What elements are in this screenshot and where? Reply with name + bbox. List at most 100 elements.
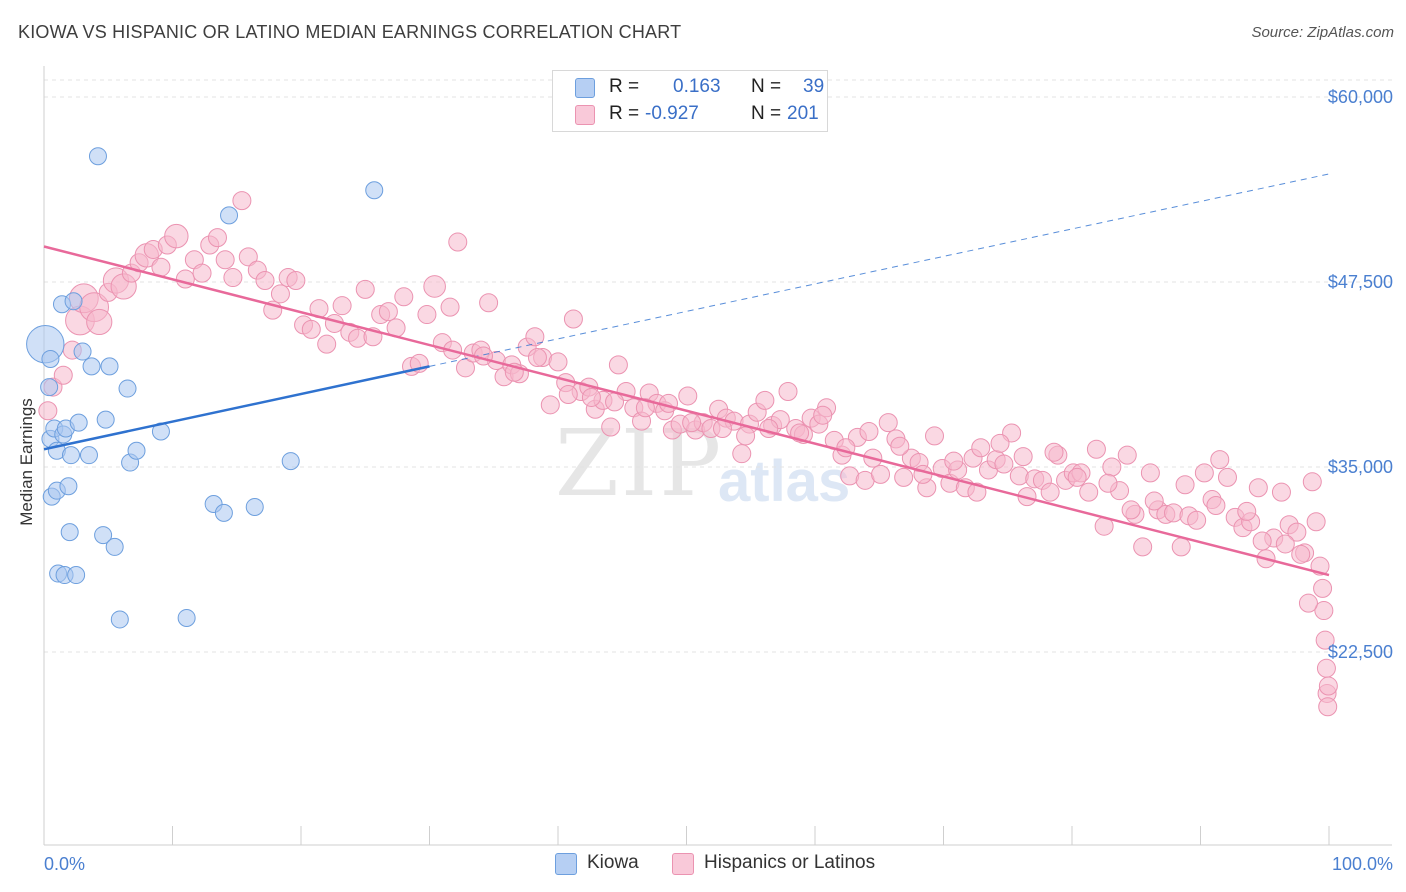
kiowa-point [365, 181, 384, 200]
hispanic-point [1067, 467, 1087, 487]
hispanic-point [755, 390, 775, 410]
hispanic-point [1252, 531, 1272, 551]
y-tick-label: $47,500 [1328, 272, 1393, 292]
hispanic-point [1206, 495, 1226, 515]
hispanic-point [1040, 482, 1060, 502]
hispanic-point [813, 405, 833, 425]
kiowa-point [82, 357, 101, 376]
hispanic-point [581, 387, 601, 407]
hispanic-point [38, 401, 58, 421]
hispanic-point [1302, 472, 1322, 492]
kiowa-r-label: R = [609, 76, 640, 97]
hispanic-point [1187, 510, 1207, 530]
hispanic-point [1079, 482, 1099, 502]
hispanic-n-label: N = [751, 103, 782, 124]
kiowa-trend-line [43, 365, 430, 451]
source-credit: Source: ZipAtlas.com [1251, 24, 1394, 41]
kiowa-points [26, 147, 384, 629]
hispanic-point [270, 284, 290, 304]
hispanic-point [223, 268, 243, 288]
hispanic-point [1318, 697, 1338, 717]
hispanic-point [1315, 630, 1335, 650]
kiowa-point [69, 413, 88, 432]
hispanic-point [378, 302, 398, 322]
hispanic-point [53, 365, 73, 385]
kiowa-n-label: N = [751, 76, 782, 97]
gridlines [44, 79, 1392, 653]
hispanic-r-value: -0.927 [645, 103, 699, 124]
hispanic-point [394, 287, 414, 307]
hispanic-point [548, 352, 568, 372]
hispanic-point [871, 464, 891, 484]
kiowa-point [79, 446, 98, 465]
hispanic-point [1121, 500, 1141, 520]
kiowa-r-value: 0.163 [673, 76, 721, 97]
hispanic-point [635, 398, 655, 418]
hispanic-point [894, 467, 914, 487]
hispanic-point [1217, 467, 1237, 487]
kiowa-point [245, 497, 264, 516]
hispanic-point [732, 444, 752, 464]
hispanic-point [1086, 439, 1106, 459]
y-axis-label: Median Earnings [17, 398, 36, 526]
hispanic-point [215, 250, 235, 270]
hispanic-point [1171, 537, 1191, 557]
kiowa-point [220, 206, 239, 225]
y-tick-label: $35,000 [1328, 457, 1393, 477]
hispanic-point [1271, 482, 1291, 502]
kiowa-point [281, 452, 300, 471]
hispanic-point [678, 386, 698, 406]
hispanic-point [682, 413, 702, 433]
hispanic-point [207, 228, 227, 248]
kiowa-point [67, 566, 86, 585]
hispanic-point [925, 426, 945, 446]
kiowa-point [60, 523, 79, 542]
hispanic-n-value: 201 [787, 103, 819, 124]
hispanic-point [1013, 447, 1033, 467]
hispanic-point [1164, 503, 1184, 523]
kiowa-n-value: 39 [803, 76, 825, 97]
legend-row-hispanic: R = -0.927 N = 201 [575, 102, 825, 128]
bottom-kiowa-swatch [555, 853, 577, 875]
hispanic-point [913, 464, 933, 484]
hispanic-point [759, 419, 779, 439]
hispanic-point [232, 191, 252, 211]
hispanic-point [1102, 457, 1122, 477]
x-tick-label-max: 100.0% [1332, 854, 1393, 874]
kiowa-point [64, 292, 83, 311]
kiowa-point [214, 503, 233, 522]
hispanic-point [164, 223, 189, 249]
tick-labels: $22,500 $35,000 $47,500 $60,000 0.0% 100.0% [44, 87, 1393, 874]
hispanic-point [317, 334, 337, 354]
hispanic-point [525, 327, 545, 347]
kiowa-point [105, 537, 124, 556]
hispanic-point [238, 247, 258, 267]
kiowa-point [96, 410, 115, 429]
hispanic-point [558, 384, 578, 404]
trend-lines [43, 173, 1330, 577]
bottom-hispanic-swatch [672, 853, 694, 875]
hispanic-point [608, 355, 628, 375]
hispanic-point [890, 436, 910, 456]
hispanic-trend-line [43, 245, 1330, 577]
kiowa-point [61, 446, 80, 465]
hispanic-point [944, 451, 964, 471]
legend-row-kiowa: R = 0.163 N = 39 [575, 75, 825, 101]
hispanic-point [417, 305, 437, 325]
stats-legend: R = 0.163 N = 39 R = -0.927 N = 201 [552, 70, 828, 132]
hispanic-point [736, 426, 756, 446]
hispanic-point [448, 232, 468, 252]
hispanic-point [994, 454, 1014, 474]
kiowa-point [40, 378, 59, 397]
hispanic-point [878, 413, 898, 433]
hispanic-point [1314, 601, 1334, 621]
hispanic-point [1248, 478, 1268, 498]
hispanic-point [1275, 534, 1295, 554]
hispanic-point [540, 395, 560, 415]
hispanic-point [1291, 544, 1311, 564]
kiowa-point [94, 526, 113, 545]
hispanic-point [1175, 475, 1195, 495]
hispanic-point [1117, 445, 1137, 465]
hispanic-point [286, 271, 306, 291]
